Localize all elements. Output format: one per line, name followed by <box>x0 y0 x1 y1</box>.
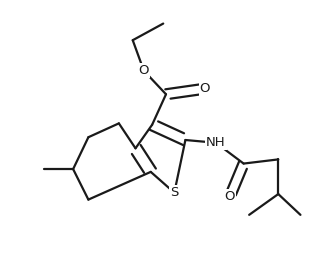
Text: O: O <box>200 82 210 95</box>
Text: S: S <box>170 186 179 199</box>
Text: NH: NH <box>206 136 226 149</box>
Text: O: O <box>224 190 235 203</box>
Text: O: O <box>138 64 149 77</box>
